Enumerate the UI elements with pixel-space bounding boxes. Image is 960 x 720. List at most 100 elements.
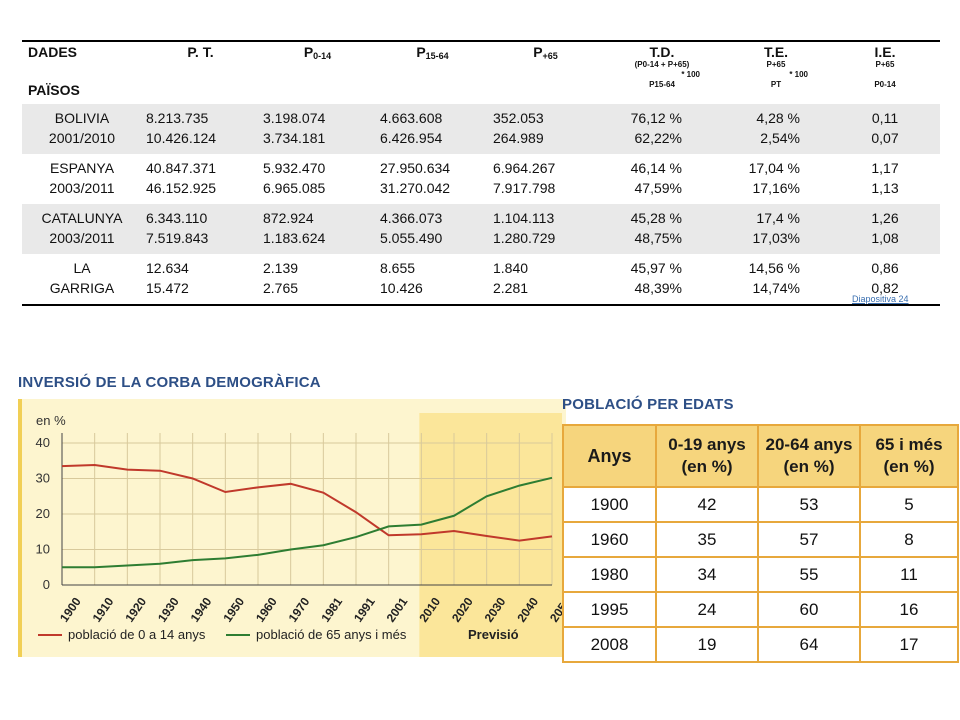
header-ie-denominator: P0-14 xyxy=(874,80,896,89)
value-cell: 35 xyxy=(655,521,759,558)
value: 1.840 xyxy=(493,260,529,276)
p65-cell: 6.964.267 7.917.798 xyxy=(489,154,602,204)
value: 264.989 xyxy=(493,130,544,146)
value: 10.426.124 xyxy=(146,130,217,146)
value: 1.104.113 xyxy=(493,210,555,226)
header-td-mult: * 100 xyxy=(681,70,700,79)
header-te: T.E. P+65 * 100 PT xyxy=(722,41,830,104)
x-tick-label: 1920 xyxy=(122,595,149,625)
country-period: 2001/2010 xyxy=(48,130,116,146)
value-cell: 60 xyxy=(757,591,861,628)
value-cell: 16 xyxy=(859,591,959,628)
header-label: 20-64 anys xyxy=(765,435,853,454)
country-period: 2003/2011 xyxy=(49,180,115,196)
population-by-age-table: Anys 0-19 anys (en %) 20-64 anys (en %) 65… xyxy=(562,424,959,663)
value: 2.765 xyxy=(263,280,299,296)
value: 0,82 xyxy=(871,280,899,296)
value: 1,08 xyxy=(871,230,899,246)
value: 1,13 xyxy=(871,180,899,196)
value: 2,54% xyxy=(760,130,800,146)
header-65-plus: 65 i més (en %) xyxy=(859,424,959,488)
value: 45,28 % xyxy=(630,210,682,226)
value: 352.053 xyxy=(493,110,544,126)
value-cell: 42 xyxy=(655,486,759,523)
p1564-cell: 4.663.608 6.426.954 xyxy=(376,104,489,154)
p1564-cell: 8.655 10.426 xyxy=(376,254,489,305)
x-tick-label: 1940 xyxy=(188,595,215,625)
value-cell: 57 xyxy=(757,521,861,558)
value: 45,97 % xyxy=(630,260,682,276)
value-cell: 64 xyxy=(757,626,861,663)
value: 0,11 xyxy=(871,110,899,126)
p014-cell: 2.139 2.765 xyxy=(259,254,376,305)
header-label: 65 i més xyxy=(875,435,943,454)
value: 17,4 % xyxy=(756,210,800,226)
age-table-title: POBLACIÓ PER EDATS xyxy=(562,396,734,413)
y-axis-label: en % xyxy=(36,413,66,428)
header-td-denominator: P15-64 xyxy=(649,80,675,89)
header-p65-main: P xyxy=(533,44,543,60)
header-p65: P+65 xyxy=(489,41,602,104)
value-cell: 5 xyxy=(859,486,959,523)
value: 1,17 xyxy=(871,160,899,176)
header-te-formula: P+65 xyxy=(766,60,786,69)
value: 12.634 xyxy=(146,260,189,276)
ie-cell: 1,17 1,13 xyxy=(830,154,940,204)
value: 14,74% xyxy=(752,280,800,296)
x-tick-label: 1900 xyxy=(57,595,84,625)
value: 76,12 % xyxy=(630,110,682,126)
value: 40.847.371 xyxy=(146,160,217,176)
header-p1564-sub: 15-64 xyxy=(425,51,449,61)
table-row: 1980 34 55 11 xyxy=(562,556,959,593)
header-td-formula: (P0-14 + P+65) xyxy=(634,60,690,69)
x-tick-label: 2001 xyxy=(384,595,411,625)
value: 17,04 % xyxy=(748,160,800,176)
country-name: CATALUNYA xyxy=(41,210,123,226)
x-tick-label: 1910 xyxy=(90,595,117,625)
x-tick-label: 1960 xyxy=(253,595,280,625)
header-dades-paisos: DADES PAÏSOS xyxy=(22,41,142,104)
series-line-0 xyxy=(61,464,553,542)
p014-cell: 872.924 1.183.624 xyxy=(259,204,376,254)
p014-cell: 5.932.470 6.965.085 xyxy=(259,154,376,204)
td-cell: 45,28 % 48,75% xyxy=(602,204,722,254)
ie-cell: 1,26 1,08 xyxy=(830,204,940,254)
legend-label-1: població de 65 anys i més xyxy=(256,627,407,642)
header-unit: (en %) xyxy=(883,457,935,476)
value-cell: 24 xyxy=(655,591,759,628)
year-cell: 1900 xyxy=(562,486,657,523)
header-0-19: 0-19 anys (en %) xyxy=(655,424,759,488)
value: 6.964.267 xyxy=(493,160,556,176)
value: 27.950.634 xyxy=(380,160,451,176)
value: 1,26 xyxy=(871,210,899,226)
header-label: 0-19 anys xyxy=(668,435,746,454)
header-20-64: 20-64 anys (en %) xyxy=(757,424,861,488)
slide-link[interactable]: Diapositiva 24 xyxy=(852,294,909,304)
value: 48,75% xyxy=(634,230,682,246)
value: 14,56 % xyxy=(748,260,800,276)
header-pt-label: P. T. xyxy=(187,44,214,60)
table-row-espanya: ESPANYA 2003/2011 40.847.371 46.152.925 5.… xyxy=(22,154,940,204)
p014-cell: 3.198.074 3.734.181 xyxy=(259,104,376,154)
value: 17,16% xyxy=(752,180,800,196)
header-ie: I.E. P+65 P0-14 xyxy=(830,41,940,104)
series-line-1 xyxy=(62,476,553,569)
value: 1.183.624 xyxy=(263,230,326,246)
value: 7.917.798 xyxy=(493,180,556,196)
x-tick-label: 1970 xyxy=(286,595,313,625)
value: 7.519.843 xyxy=(146,230,209,246)
value: 46.152.925 xyxy=(146,180,217,196)
te-cell: 4,28 % 2,54% xyxy=(722,104,830,154)
header-ie-label: I.E. xyxy=(874,44,896,60)
p1564-cell: 4.366.073 5.055.490 xyxy=(376,204,489,254)
demographic-indicators-table: DADES PAÏSOS P. T. P0-14 P15-64 P+65 T.D… xyxy=(22,40,940,306)
header-te-mult: * 100 xyxy=(789,70,808,79)
x-tick-label: 1991 xyxy=(351,595,378,625)
value: 6.965.085 xyxy=(263,180,326,196)
table-header-row: DADES PAÏSOS P. T. P0-14 P15-64 P+65 T.D… xyxy=(22,41,940,104)
value: 62,22% xyxy=(634,130,682,146)
value: 3.198.074 xyxy=(263,110,326,126)
header-p014: P0-14 xyxy=(259,41,376,104)
te-cell: 14,56 % 14,74% xyxy=(722,254,830,305)
value-cell: 55 xyxy=(757,556,861,593)
